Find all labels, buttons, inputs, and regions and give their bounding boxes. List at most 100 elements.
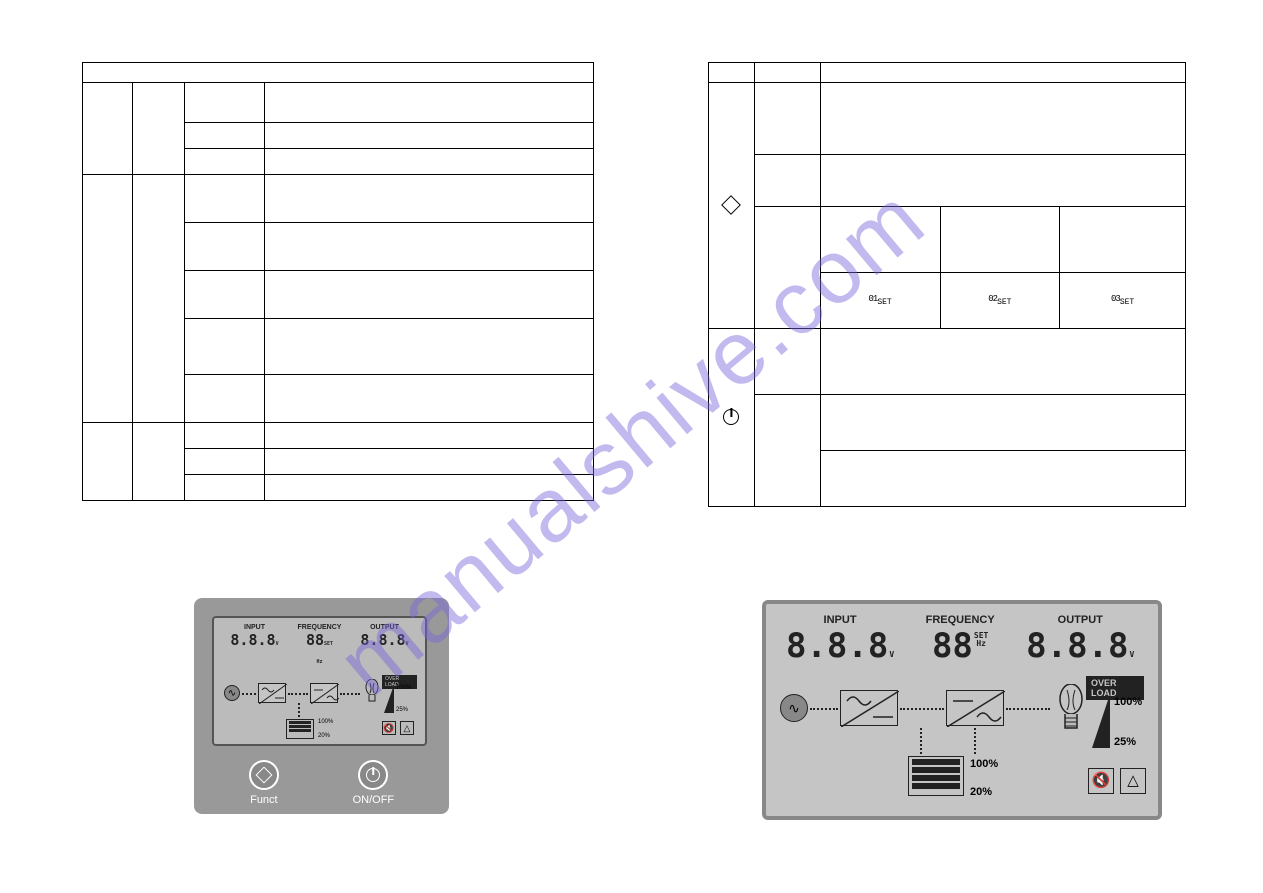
seg-02: 02SET [940,273,1060,329]
flow-arrow [1006,708,1050,710]
table-cell [709,83,755,329]
pct-20: 20% [970,786,992,798]
flow-arrow [288,693,308,695]
inverter-icon [310,683,338,703]
load-bulb-icon [1056,684,1086,751]
table-cell [83,175,133,423]
flow-arrow [340,693,360,695]
rectifier-icon [840,690,898,726]
table-cell [754,63,820,83]
lcd-output-label: OUTPUT [1020,614,1140,626]
warning-icon: △ [400,721,414,735]
table-cell [264,271,593,319]
table-cell [820,329,1185,395]
table-cell [184,475,264,501]
table-cell [83,423,133,501]
funct-button[interactable]: Funct [249,760,279,806]
lcd-flow-diagram: ∿ OVER LOAD 100% 25% 100% 20% 🔇 △ [222,673,417,758]
table-cell [754,207,820,329]
table-cell [820,155,1185,207]
table-cell [264,123,593,149]
seg-output: 8.8.8V [352,631,417,667]
seg-output: 8.8.8V [1020,626,1140,666]
battery-icon [286,719,314,739]
unit-v: V [1130,650,1135,659]
table-cell [754,329,820,395]
table-cell [264,423,593,449]
table-cell [83,63,594,83]
pct-20: 20% [318,733,330,739]
power-icon [723,409,739,425]
unit-v: V [889,650,894,659]
lcd-freq-label: FREQUENCY [287,624,352,631]
table-cell [264,83,593,123]
seg-01: 01SET [820,273,940,329]
lcd-small: INPUT FREQUENCY OUTPUT 8.8.8V 88SETHz 8.… [212,616,427,746]
pct-100: 100% [1114,696,1142,708]
flow-arrow [900,708,944,710]
table-cell [754,395,820,507]
table-cell [184,149,264,175]
table-cell [940,207,1060,273]
seg-freq: 88SETHz [900,626,1020,666]
flow-arrow [298,703,300,717]
table-cell [184,223,264,271]
seg-03: 03SET [1060,273,1186,329]
table-cell [132,423,184,501]
lcd-input-label: INPUT [780,614,900,626]
flow-arrow [242,693,256,695]
right-table: 01SET 02SET 03SET [708,62,1186,507]
lcd-freq-label: FREQUENCY [900,614,1020,626]
pct-100b: 100% [318,719,333,725]
flow-arrow [920,728,922,754]
lcd-flow-diagram: ∿ OVER LOAD 100% 25% 100% 20% 🔇 △ [780,676,1144,816]
table-cell [264,475,593,501]
table-cell [184,375,264,423]
table-cell [820,207,940,273]
flow-arrow [810,708,838,710]
flow-arrow [974,728,976,754]
ac-source-icon: ∿ [780,694,808,722]
table-cell [1060,207,1186,273]
pct-25: 25% [1114,736,1136,748]
funct-label: Funct [249,794,279,806]
lcd-input-label: INPUT [222,624,287,631]
load-wedge-icon [384,685,394,713]
table-cell [132,83,184,175]
table-cell [264,149,593,175]
table-cell [184,83,264,123]
warning-icon: △ [1120,768,1146,794]
lcd-large: INPUT FREQUENCY OUTPUT 8.8.8V 88SETHz 8.… [762,600,1162,820]
table-cell [184,271,264,319]
table-cell [709,63,755,83]
lcd-output-label: OUTPUT [352,624,417,631]
onoff-button[interactable]: ON/OFF [353,760,395,806]
table-cell [264,223,593,271]
table-cell [184,175,264,223]
device-panel: INPUT FREQUENCY OUTPUT 8.8.8V 88SETHz 8.… [194,598,449,814]
onoff-label: ON/OFF [353,794,395,806]
ac-source-icon: ∿ [224,685,240,701]
table-cell [709,329,755,507]
load-wedge-icon [1092,694,1110,748]
table-cell [264,375,593,423]
load-bulb-icon [364,679,380,714]
pct-25: 25% [396,707,408,713]
seg-freq: 88SETHz [287,631,352,667]
diamond-icon [722,195,742,215]
mute-icon: 🔇 [382,721,396,735]
table-cell [184,449,264,475]
seg-input: 8.8.8V [780,626,900,666]
table-cell [184,319,264,375]
table-cell [264,319,593,375]
table-cell [754,155,820,207]
seg-input: 8.8.8V [222,631,287,667]
mute-icon: 🔇 [1088,768,1114,794]
table-cell [264,449,593,475]
table-cell [754,83,820,155]
table-cell [820,63,1185,83]
battery-icon [908,756,964,796]
left-table [82,62,594,501]
table-cell [820,83,1185,155]
power-icon [366,768,380,782]
